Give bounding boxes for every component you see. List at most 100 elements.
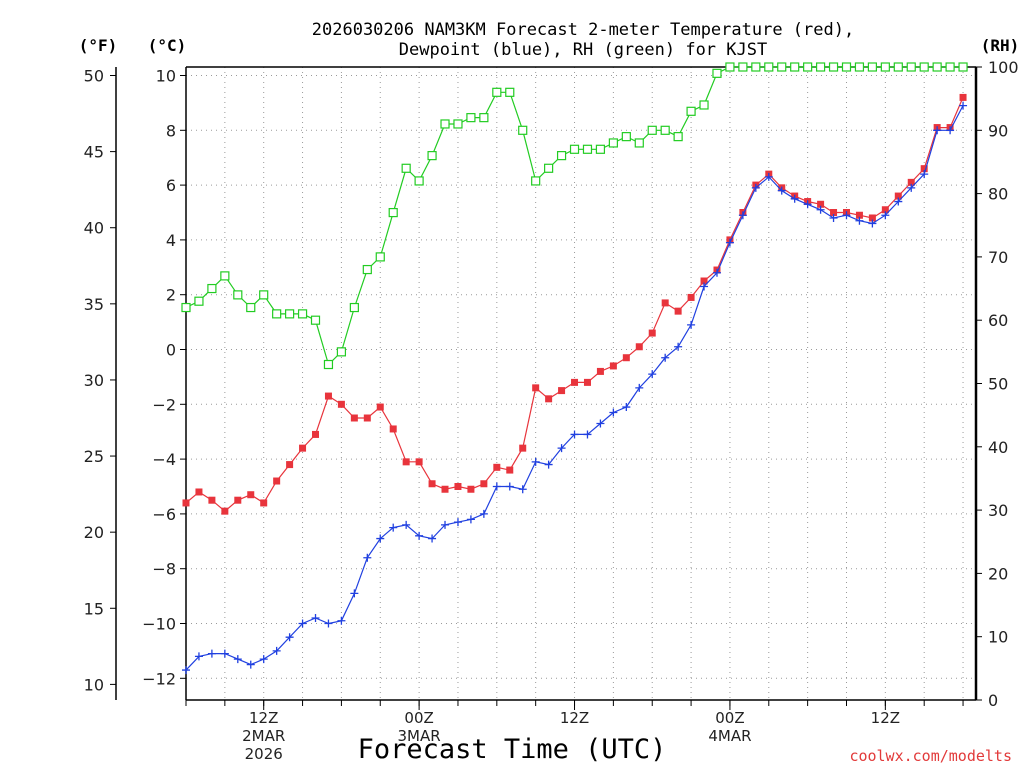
- rh-point: [272, 309, 282, 319]
- dewpoint-point: [946, 126, 955, 135]
- data-series: [181, 62, 968, 675]
- rh-point: [595, 144, 606, 154]
- temperature-point: [674, 307, 682, 315]
- dewpoint-point: [376, 534, 385, 543]
- c-tick-label: 10: [156, 67, 176, 86]
- dewpoint-point: [233, 655, 242, 664]
- rh-point: [181, 302, 191, 313]
- rh-point: [233, 290, 243, 300]
- fahrenheit-axis-label: (°F): [79, 36, 118, 55]
- rh-point: [556, 151, 567, 161]
- rh-point: [246, 302, 256, 313]
- dewpoint-point: [453, 518, 462, 527]
- c-tick-label: 2: [166, 286, 176, 305]
- temperature-point: [881, 206, 889, 214]
- temperature-point: [855, 211, 863, 219]
- dewpoint-point: [557, 444, 566, 453]
- f-tick-label: 25: [84, 447, 104, 466]
- rh-point: [647, 125, 657, 135]
- dewpoint-point: [492, 482, 501, 491]
- dewpoint-point: [907, 183, 916, 192]
- f-tick-label: 40: [84, 219, 104, 238]
- rh-point: [880, 62, 890, 72]
- grid: [185, 67, 976, 700]
- rh-axis-label: (RH): [981, 36, 1020, 55]
- rh-point: [815, 62, 826, 72]
- dewpoint-point: [428, 534, 437, 543]
- temperature-point: [286, 461, 294, 469]
- rh-point: [751, 62, 761, 72]
- rh-point: [919, 62, 929, 72]
- dewpoint-point: [298, 619, 307, 628]
- rh-point: [634, 138, 644, 148]
- temperature-point: [894, 192, 902, 200]
- temperature-point: [260, 499, 268, 507]
- x-tick-sublabel: 3MAR: [398, 727, 441, 745]
- temperature-point: [609, 362, 617, 370]
- rh-point: [285, 309, 295, 319]
- dewpoint-point: [725, 238, 734, 247]
- rh-point: [544, 163, 554, 173]
- f-tick-label: 35: [84, 295, 104, 314]
- rh-point: [505, 87, 515, 97]
- temperature-point: [700, 277, 708, 285]
- rh-tick-label: 20: [988, 564, 1008, 583]
- rh-point: [828, 62, 839, 72]
- temperature-point: [661, 299, 669, 307]
- dewpoint-point: [635, 383, 644, 392]
- temperature-point: [920, 165, 928, 173]
- rh-tick-label: 70: [988, 248, 1008, 267]
- temperature-point: [454, 483, 462, 490]
- temperature-point: [622, 354, 630, 362]
- rh-point: [479, 113, 489, 123]
- dewpoint-point: [259, 655, 268, 664]
- temperature-point: [596, 367, 604, 375]
- rh-point: [453, 119, 463, 129]
- rh-point: [699, 100, 709, 110]
- axes: [110, 66, 982, 710]
- dewpoint-point: [389, 523, 398, 532]
- rh-tick-label: 90: [988, 121, 1008, 140]
- dewpoint-point: [207, 649, 216, 658]
- rh-point: [932, 62, 942, 72]
- dewpoint-point: [829, 213, 838, 222]
- dewpoint-point: [505, 482, 514, 491]
- dewpoint-point: [596, 419, 605, 428]
- c-tick-label: −6: [152, 505, 176, 524]
- rh-point: [867, 62, 877, 72]
- rh-point: [336, 347, 347, 357]
- rh-point: [686, 106, 696, 116]
- dewpoint-point: [777, 186, 786, 195]
- rh-point: [440, 119, 450, 129]
- temperature-point: [817, 200, 825, 208]
- f-tick-label: 10: [84, 675, 104, 694]
- rh-point: [207, 283, 217, 294]
- temperature-point: [506, 466, 514, 474]
- temperature-point: [195, 488, 203, 496]
- c-tick-label: 4: [166, 231, 176, 250]
- dewpoint-point: [687, 320, 696, 329]
- temperature-point: [182, 499, 190, 507]
- rh-point: [854, 62, 865, 72]
- dewpoint-point: [415, 531, 424, 540]
- c-tick-label: −12: [142, 669, 176, 688]
- temperature-point: [337, 400, 345, 408]
- dewpoint-point: [920, 170, 929, 179]
- temperature-point: [312, 430, 320, 438]
- dewpoint-point: [518, 485, 527, 494]
- dewpoint-point: [324, 619, 333, 628]
- c-tick-label: −10: [142, 615, 176, 634]
- dewpoint-point: [803, 200, 812, 209]
- f-tick-label: 50: [84, 67, 104, 86]
- rh-point: [323, 359, 334, 370]
- temperature-point: [234, 496, 242, 504]
- f-tick-label: 15: [84, 599, 104, 618]
- rh-point: [945, 62, 955, 72]
- dewpoint-point: [816, 205, 825, 214]
- dewpoint-point: [855, 216, 864, 225]
- rh-point: [712, 68, 722, 78]
- dewpoint-point: [751, 183, 760, 192]
- rh-point: [310, 315, 321, 325]
- f-tick-label: 45: [84, 143, 104, 162]
